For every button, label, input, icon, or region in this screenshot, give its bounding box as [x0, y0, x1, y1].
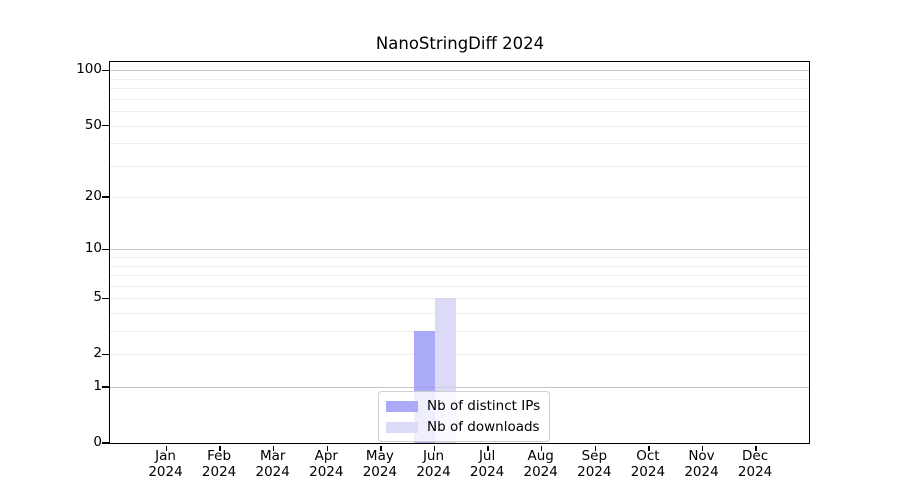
minor-gridline	[110, 275, 809, 277]
y-tick-label: 5	[93, 289, 102, 306]
x-tick-mark	[594, 446, 596, 451]
y-tick-mark	[102, 442, 109, 444]
legend: Nb of distinct IPs Nb of downloads	[378, 391, 551, 442]
x-tick-label: Mar 2024	[255, 448, 290, 480]
y-tick-label: 2	[93, 345, 102, 362]
minor-gridline	[110, 354, 809, 356]
y-tick-mark	[102, 297, 109, 299]
x-tick-year: 2024	[684, 463, 719, 480]
x-tick-label: Oct 2024	[630, 448, 666, 480]
x-tick-month: Dec	[742, 448, 769, 464]
x-tick-label: Dec 2024	[737, 448, 773, 480]
x-tick-mark	[219, 446, 221, 451]
x-tick-month: Jan	[155, 448, 176, 464]
minor-gridline	[110, 98, 809, 100]
x-tick-mark	[380, 446, 382, 451]
x-tick-month: Jun	[422, 448, 445, 464]
chart-title: NanoStringDiff 2024	[375, 34, 545, 53]
major-gridline	[110, 249, 809, 251]
major-gridline	[110, 70, 809, 72]
minor-gridline	[110, 331, 809, 333]
x-tick-month: Aug	[527, 448, 554, 464]
x-tick-month: Apr	[314, 448, 338, 464]
x-tick-mark	[487, 446, 489, 451]
x-tick-label: May 2024	[362, 448, 398, 480]
major-gridline	[110, 387, 809, 389]
y-tick-mark	[102, 124, 109, 127]
x-tick-year: 2024	[630, 463, 666, 480]
x-tick-mark	[541, 446, 543, 451]
x-tick-label: Feb 2024	[201, 448, 237, 480]
x-tick-label: Jun 2024	[416, 448, 451, 480]
minor-gridline	[110, 285, 809, 287]
minor-gridline	[110, 298, 809, 300]
x-tick-label: Nov 2024	[684, 448, 719, 480]
minor-gridline	[110, 197, 809, 199]
x-tick-month: Nov	[688, 448, 715, 464]
x-tick-year: 2024	[416, 463, 451, 480]
x-tick-year: 2024	[469, 463, 505, 480]
x-tick-label: Sep 2024	[577, 448, 612, 480]
x-tick-month: Sep	[581, 448, 608, 464]
minor-gridline	[110, 88, 809, 90]
y-axis-labels: 100 50 20 10 5 2 1 0	[0, 61, 102, 450]
x-tick-mark	[273, 446, 275, 451]
y-tick-label: 100	[76, 61, 102, 78]
minor-gridline	[110, 313, 809, 315]
x-axis-labels: Jan 2024 Feb 2024 Mar 2024 Apr 2024 May 2024 Jun 20…	[109, 448, 808, 489]
x-tick-year: 2024	[148, 463, 183, 480]
x-tick-year: 2024	[737, 463, 773, 480]
y-tick-mark	[102, 196, 109, 198]
x-tick-mark	[165, 446, 168, 451]
plot-area: Nb of distinct IPs Nb of downloads	[102, 61, 810, 451]
y-tick-label: 50	[84, 116, 102, 133]
x-tick-year: 2024	[362, 463, 398, 480]
legend-swatch-downloads	[386, 421, 418, 433]
x-tick-label: Apr 2024	[309, 448, 344, 480]
x-tick-label: Aug 2024	[523, 448, 558, 480]
x-tick-month: Feb	[207, 448, 232, 464]
x-tick-year: 2024	[255, 463, 290, 480]
x-tick-month: Jul	[478, 448, 496, 464]
minor-gridline	[110, 257, 809, 259]
minor-gridline	[110, 143, 809, 145]
x-tick-mark	[755, 446, 757, 451]
x-tick-month: May	[365, 448, 394, 464]
minor-gridline	[110, 165, 809, 167]
minor-gridline	[110, 265, 809, 267]
minor-gridline	[110, 111, 809, 113]
y-tick-label: 20	[84, 188, 102, 205]
x-tick-label: Jul 2024	[469, 448, 505, 480]
x-tick-year: 2024	[523, 463, 558, 480]
minor-gridline	[110, 78, 809, 80]
x-tick-year: 2024	[201, 463, 237, 480]
legend-item: Nb of downloads	[386, 418, 540, 436]
y-tick-mark	[102, 386, 109, 388]
x-tick-year: 2024	[577, 463, 612, 480]
y-tick-label: 10	[84, 240, 102, 257]
y-tick-label: 1	[93, 378, 102, 395]
x-tick-year: 2024	[309, 463, 344, 480]
x-tick-month: Mar	[259, 448, 286, 464]
y-tick-mark	[102, 69, 109, 72]
x-tick-mark	[326, 446, 328, 451]
legend-label: Nb of downloads	[427, 419, 540, 435]
minor-gridline	[110, 125, 809, 127]
x-tick-mark	[433, 446, 436, 451]
y-tick-mark	[102, 248, 109, 251]
x-tick-label: Jan 2024	[148, 448, 183, 480]
x-tick-mark	[648, 446, 650, 451]
legend-label: Nb of distinct IPs	[427, 398, 541, 414]
y-tick-label: 0	[93, 434, 102, 450]
legend-item: Nb of distinct IPs	[386, 397, 540, 415]
y-tick-mark	[102, 353, 109, 355]
x-tick-month: Oct	[636, 448, 660, 464]
x-tick-mark	[701, 446, 704, 451]
legend-swatch-distinct-ips	[386, 400, 418, 412]
